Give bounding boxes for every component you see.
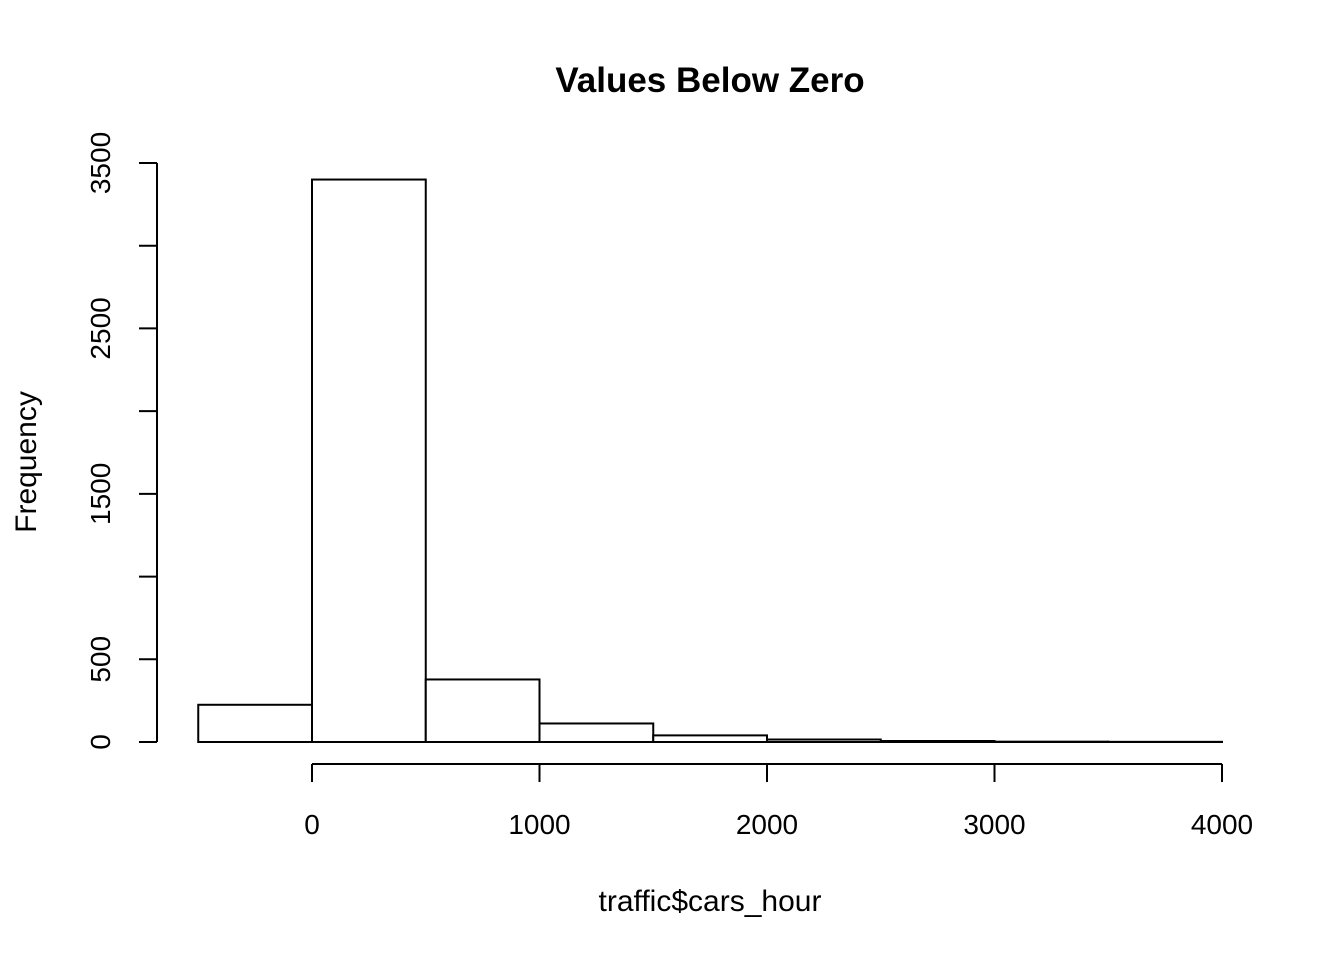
y-axis-title: Frequency xyxy=(10,391,43,533)
x-axis: 0 1000 2000 3000 4000 xyxy=(304,763,1253,840)
histogram-bar-4 xyxy=(652,734,768,744)
x-tick-label-4: 4000 xyxy=(1191,809,1253,840)
y-tick-label-0: 0 xyxy=(85,734,116,750)
x-tick-label-0: 0 xyxy=(304,809,320,840)
histogram-bar-3 xyxy=(538,722,655,743)
y-tick-label-3500: 3500 xyxy=(85,132,116,194)
histogram-bar-6 xyxy=(879,740,996,744)
y-tick-label-1500: 1500 xyxy=(85,463,116,525)
histogram-bar-0 xyxy=(197,703,313,743)
y-tick-label-2500: 2500 xyxy=(85,297,116,359)
x-tick-label-2: 2000 xyxy=(736,809,798,840)
histogram-bar-5 xyxy=(766,738,882,743)
y-tick-label-500: 500 xyxy=(85,636,116,683)
histogram-bar-1 xyxy=(311,178,427,744)
x-axis-title: traffic$cars_hour xyxy=(599,885,822,918)
histogram-bar-2 xyxy=(424,678,541,744)
y-axis: 0 500 1500 2500 3500 xyxy=(85,132,158,750)
x-tick-label-1: 1000 xyxy=(508,809,570,840)
x-tick-label-3: 3000 xyxy=(963,809,1025,840)
histogram-bars xyxy=(197,178,1223,744)
chart-title: Values Below Zero xyxy=(555,61,864,100)
